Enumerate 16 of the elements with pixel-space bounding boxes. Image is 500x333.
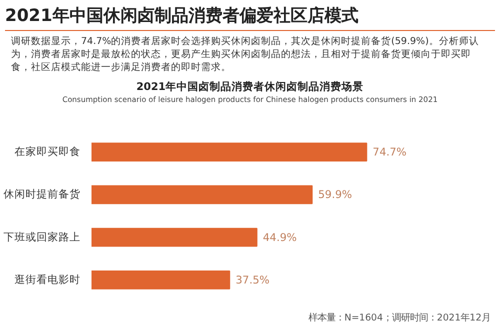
bar <box>92 228 258 247</box>
text: 样本量：N=1604；调研时间：2021年12月 <box>308 312 491 324</box>
bar <box>92 270 230 290</box>
y-tick-label: 下班或回家路上 <box>4 230 80 244</box>
y-tick-label: 在家即买即食 <box>14 145 80 158</box>
data-label: 74.7% <box>372 146 407 159</box>
chart-subtitle: 调研数据显示，74.7%的消费者居家时会选择购买休闲卤制品，其次是休闲时提前备货(59.9%)。分析师认为，消费者居家时是最放松的状态，更易产生购买休闲卤制品的想法，且相对于提前备货更倾向于即买即食，社区店模式能进一步满足消费者的即时需求。 <box>11 35 480 74</box>
text: 2021年中国卤制品消费者休闲卤制品消费场景 <box>135 80 365 96</box>
data-label: 44.9% <box>262 230 297 244</box>
data-label: 37.5% <box>236 273 270 286</box>
data-label: 59.9% <box>318 188 352 202</box>
bar <box>92 185 313 204</box>
y-tick-label: 休闲时提前备货 <box>4 188 80 201</box>
bar <box>92 142 368 162</box>
y-tick-label: 逛街看电影时 <box>14 272 80 286</box>
chart-title: 2021年中国休闲卤制品消费者偏爱社区店模式 <box>5 4 495 32</box>
